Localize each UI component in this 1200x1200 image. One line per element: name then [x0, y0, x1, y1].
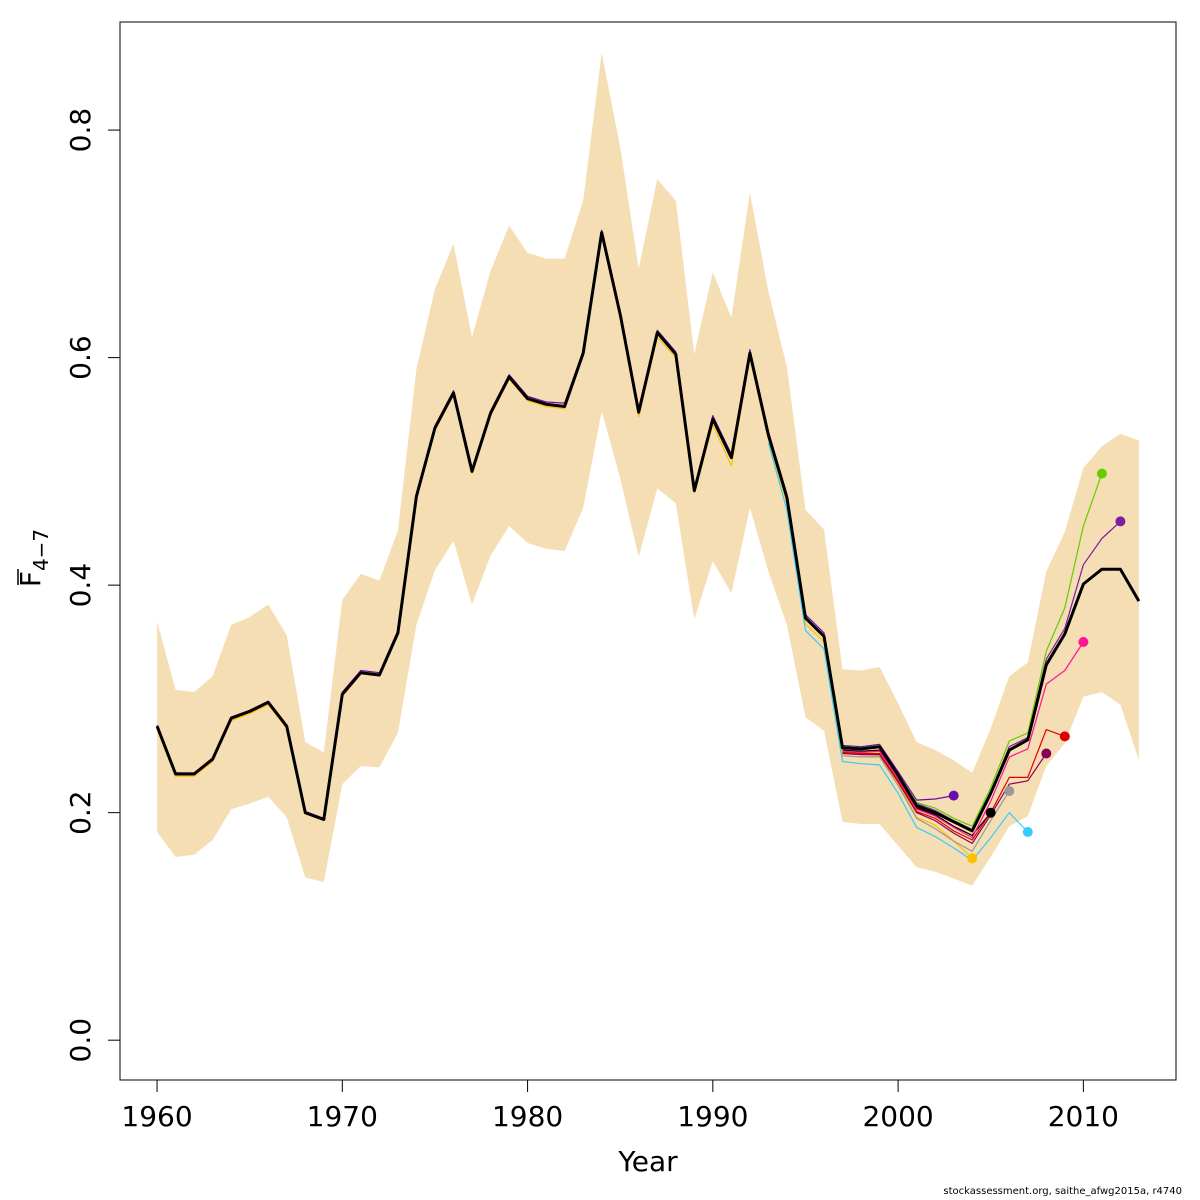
y-tick-label: 0.2 [64, 790, 97, 835]
x-tick-label: 2000 [862, 1100, 933, 1133]
y-tick-label: 0.4 [64, 563, 97, 608]
y-axis-label: F4−7 [14, 529, 53, 587]
y-tick-label: 0.0 [64, 1018, 97, 1063]
series-line-final [155, 231, 1141, 833]
series-end-point-5 [1041, 748, 1052, 759]
series-end-point-9 [1115, 516, 1126, 527]
series-line-3 [842, 755, 1010, 852]
x-tick-label: 1960 [121, 1100, 192, 1133]
series-line-6 [842, 728, 1066, 841]
series-end-point-7 [1078, 637, 1089, 647]
series-end-point-6 [1059, 731, 1070, 742]
y-tick-label: 0.8 [64, 108, 97, 153]
series-line-5 [842, 752, 1047, 845]
confidence-band [157, 52, 1139, 886]
series-end-point-2 [985, 807, 996, 818]
x-tick-label: 1970 [307, 1100, 378, 1133]
series-line-4 [767, 442, 1029, 862]
series-end-point-1 [967, 853, 978, 864]
series-end-point-3 [1004, 786, 1015, 796]
y-axis-label-sub: 4−7 [29, 529, 53, 571]
series-line-7 [842, 641, 1084, 839]
x-tick-label: 1980 [492, 1100, 563, 1133]
series-end-point-0 [948, 790, 959, 801]
svg-text:F4−7: F4−7 [14, 529, 53, 587]
x-tick-label: 1990 [677, 1100, 748, 1133]
series-end-point-4 [1022, 827, 1033, 837]
plot-frame [119, 21, 1177, 1081]
y-axis-label-main: F [14, 571, 47, 587]
credit-text: stockassessment.org, saithe_afwg2015a, r… [943, 1186, 1182, 1197]
x-tick-label: 2010 [1048, 1100, 1119, 1133]
series-end-point-8 [1096, 468, 1107, 479]
y-tick-label: 0.6 [64, 335, 97, 380]
x-axis-label: Year [617, 1145, 678, 1178]
